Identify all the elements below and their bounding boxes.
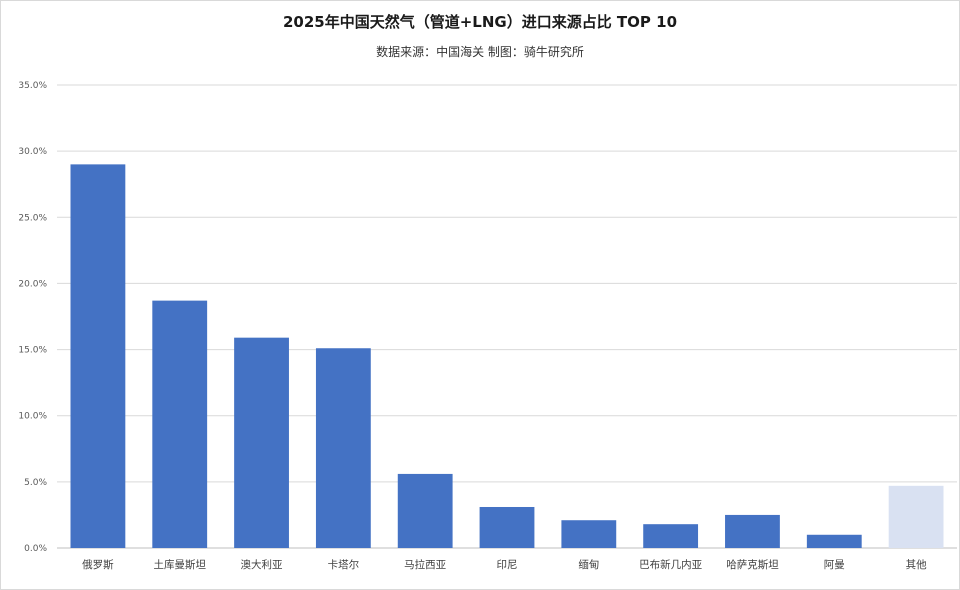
x-tick-label: 马拉西亚 — [404, 558, 446, 571]
bar — [70, 164, 126, 548]
bar — [806, 534, 862, 548]
y-tick-label: 20.0% — [18, 279, 47, 289]
x-tick-label: 阿曼 — [824, 559, 845, 571]
bar — [643, 524, 699, 548]
chart-title: 2025年中国天然气（管道+LNG）进口来源占比 TOP 10 — [282, 13, 678, 31]
y-tick-label: 0.0% — [24, 544, 47, 554]
x-tick-label: 缅甸 — [578, 558, 599, 571]
x-tick-label: 土库曼斯坦 — [153, 558, 206, 571]
y-tick-label: 35.0% — [18, 81, 47, 91]
bar — [561, 520, 617, 548]
x-tick-label: 澳大利亚 — [241, 558, 283, 571]
x-tick-label: 俄罗斯 — [82, 558, 114, 571]
x-tick-label: 卡塔尔 — [328, 558, 360, 571]
y-tick-label: 5.0% — [24, 478, 47, 488]
x-tick-label: 哈萨克斯坦 — [726, 558, 779, 571]
bar — [397, 473, 453, 548]
x-tick-label: 巴布新几内亚 — [639, 558, 702, 571]
y-tick-label: 25.0% — [18, 213, 47, 223]
bar — [888, 485, 944, 548]
bar — [315, 348, 371, 548]
x-tick-label: 其他 — [906, 558, 927, 571]
bar — [152, 300, 208, 548]
bar — [479, 506, 535, 548]
y-tick-label: 15.0% — [18, 346, 47, 356]
chart-subtitle: 数据来源：中国海关 制图：骑牛研究所 — [376, 45, 584, 59]
bar — [234, 337, 289, 548]
x-tick-label: 印尼 — [497, 559, 518, 571]
y-tick-label: 10.0% — [18, 412, 47, 422]
y-tick-label: 30.0% — [18, 147, 47, 157]
bar — [725, 514, 780, 548]
